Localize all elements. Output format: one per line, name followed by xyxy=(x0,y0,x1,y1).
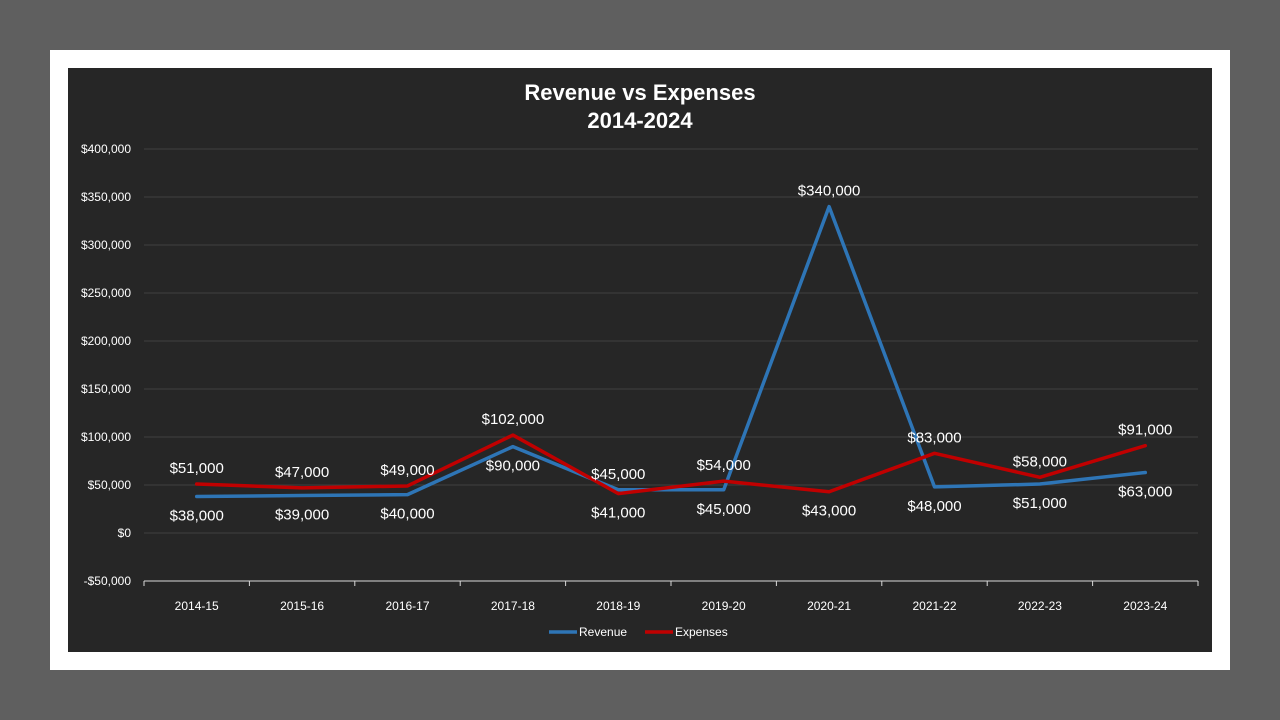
data-label-expenses: $41,000 xyxy=(591,505,645,522)
y-tick-label: $350,000 xyxy=(81,190,131,204)
y-tick-label: $250,000 xyxy=(81,286,131,300)
data-label-revenue: $340,000 xyxy=(798,183,861,200)
x-tick-label: 2014-15 xyxy=(175,599,219,613)
y-tick-label: $50,000 xyxy=(88,478,132,492)
x-tick-label: 2016-17 xyxy=(385,599,429,613)
chart-title: Revenue vs Expenses xyxy=(524,80,756,105)
data-label-revenue: $45,000 xyxy=(697,501,751,518)
data-label-revenue: $40,000 xyxy=(380,506,434,523)
data-label-revenue: $90,000 xyxy=(486,458,540,475)
y-tick-label: $200,000 xyxy=(81,334,131,348)
y-tick-label: $0 xyxy=(118,526,132,540)
data-label-expenses: $43,000 xyxy=(802,503,856,520)
data-label-revenue: $48,000 xyxy=(907,498,961,515)
chart-subtitle: 2014-2024 xyxy=(587,108,693,133)
y-tick-label: $400,000 xyxy=(81,142,131,156)
data-label-expenses: $47,000 xyxy=(275,464,329,481)
data-label-expenses: $51,000 xyxy=(170,460,224,477)
data-label-revenue: $51,000 xyxy=(1013,495,1067,512)
x-tick-label: 2017-18 xyxy=(491,599,535,613)
y-tick-label: $150,000 xyxy=(81,382,131,396)
data-label-revenue: $38,000 xyxy=(170,508,224,525)
x-tick-label: 2019-20 xyxy=(702,599,746,613)
data-label-expenses: $83,000 xyxy=(907,429,961,446)
x-tick-label: 2015-16 xyxy=(280,599,324,613)
y-tick-label: $300,000 xyxy=(81,238,131,252)
x-tick-label: 2023-24 xyxy=(1123,599,1167,613)
legend-label-revenue: Revenue xyxy=(579,625,627,639)
data-label-expenses: $58,000 xyxy=(1013,453,1067,470)
x-tick-label: 2020-21 xyxy=(807,599,851,613)
x-tick-label: 2022-23 xyxy=(1018,599,1062,613)
series-line-expenses xyxy=(194,433,1148,496)
series-line-revenue xyxy=(194,204,1148,499)
y-tick-label: $100,000 xyxy=(81,430,131,444)
data-label-expenses: $49,000 xyxy=(380,462,434,479)
data-label-revenue: $63,000 xyxy=(1118,484,1172,501)
data-label-expenses: $91,000 xyxy=(1118,422,1172,439)
data-label-expenses: $102,000 xyxy=(482,411,545,428)
x-tick-label: 2021-22 xyxy=(912,599,956,613)
data-label-revenue: $39,000 xyxy=(275,507,329,524)
data-label-revenue: $45,000 xyxy=(591,466,645,483)
chart-area xyxy=(68,68,1212,652)
y-tick-label: -$50,000 xyxy=(84,574,132,588)
x-tick-label: 2018-19 xyxy=(596,599,640,613)
legend-label-expenses: Expenses xyxy=(675,625,728,639)
data-label-expenses: $54,000 xyxy=(697,457,751,474)
